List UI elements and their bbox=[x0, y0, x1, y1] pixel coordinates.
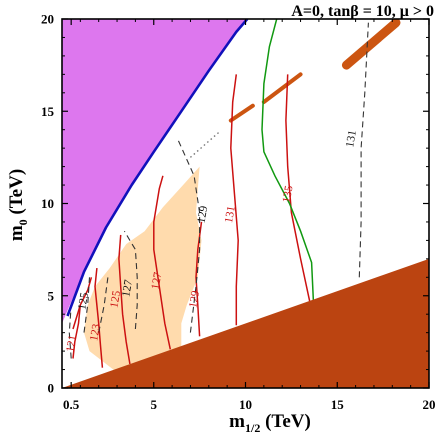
chart-title: A=0, tanβ = 10, μ > 0 bbox=[291, 3, 434, 20]
dashed-contour-line bbox=[177, 138, 201, 333]
excluded-region-bottom bbox=[62, 258, 429, 388]
higgs-mass-contour-line bbox=[230, 74, 239, 326]
contour-label: 129 bbox=[187, 290, 202, 309]
contour-label: 131 bbox=[223, 205, 238, 224]
dm-funnel-strip bbox=[261, 72, 303, 105]
contour-label: 125 bbox=[108, 290, 123, 309]
contour-label: 135 bbox=[281, 184, 296, 203]
excluded-region-top-left bbox=[62, 19, 248, 324]
x-tick-label: 15 bbox=[331, 397, 345, 412]
contour-label: 121 bbox=[64, 334, 79, 353]
higgs-mass-contour-line bbox=[153, 175, 172, 350]
x-tick-label: 20 bbox=[423, 397, 436, 412]
higgs-mass-contour-line bbox=[285, 74, 311, 302]
contour-label: 125 bbox=[76, 291, 91, 310]
higgs-mass-contour-line bbox=[72, 277, 93, 330]
x-tick-label: 10 bbox=[239, 397, 252, 412]
dashed-contour-line bbox=[68, 304, 72, 359]
higgs-mass-contour-line bbox=[195, 221, 203, 337]
contour-label: 123 bbox=[88, 323, 103, 342]
dm-funnel-dotted bbox=[189, 130, 221, 158]
contour-label: 131 bbox=[344, 129, 359, 148]
blue-boundary-line bbox=[66, 19, 249, 317]
x-tick-label: 5 bbox=[151, 397, 158, 412]
peach-region bbox=[84, 166, 202, 370]
contour-label: 127 bbox=[150, 271, 165, 290]
axis-ticks: 0.5 5 10 15 20 0 5 10 15 20 bbox=[41, 12, 436, 413]
x-axis-label: m1/2 (TeV) bbox=[229, 411, 311, 435]
dm-funnel-strip bbox=[228, 103, 255, 123]
dashed-contour-line bbox=[358, 22, 369, 278]
y-tick-label: 15 bbox=[41, 104, 55, 119]
y-tick-label: 10 bbox=[41, 196, 54, 211]
y-axis-label: m0 (TeV) bbox=[6, 169, 30, 241]
contour-label: 129 bbox=[196, 205, 211, 224]
green-contour-line bbox=[261, 19, 315, 302]
higgs-mass-contour-line bbox=[94, 268, 104, 368]
y-tick-label: 20 bbox=[41, 12, 54, 27]
higgs-mass-contour-line bbox=[72, 304, 82, 359]
y-tick-label: 0 bbox=[48, 381, 55, 396]
higgs-mass-contour-line bbox=[118, 234, 131, 365]
dm-funnel-strip bbox=[341, 19, 401, 70]
dashed-contour-line bbox=[123, 230, 138, 330]
y-tick-label: 5 bbox=[48, 288, 55, 303]
x-tick-label: 0.5 bbox=[63, 397, 80, 412]
contour-label: 127 bbox=[120, 279, 135, 298]
